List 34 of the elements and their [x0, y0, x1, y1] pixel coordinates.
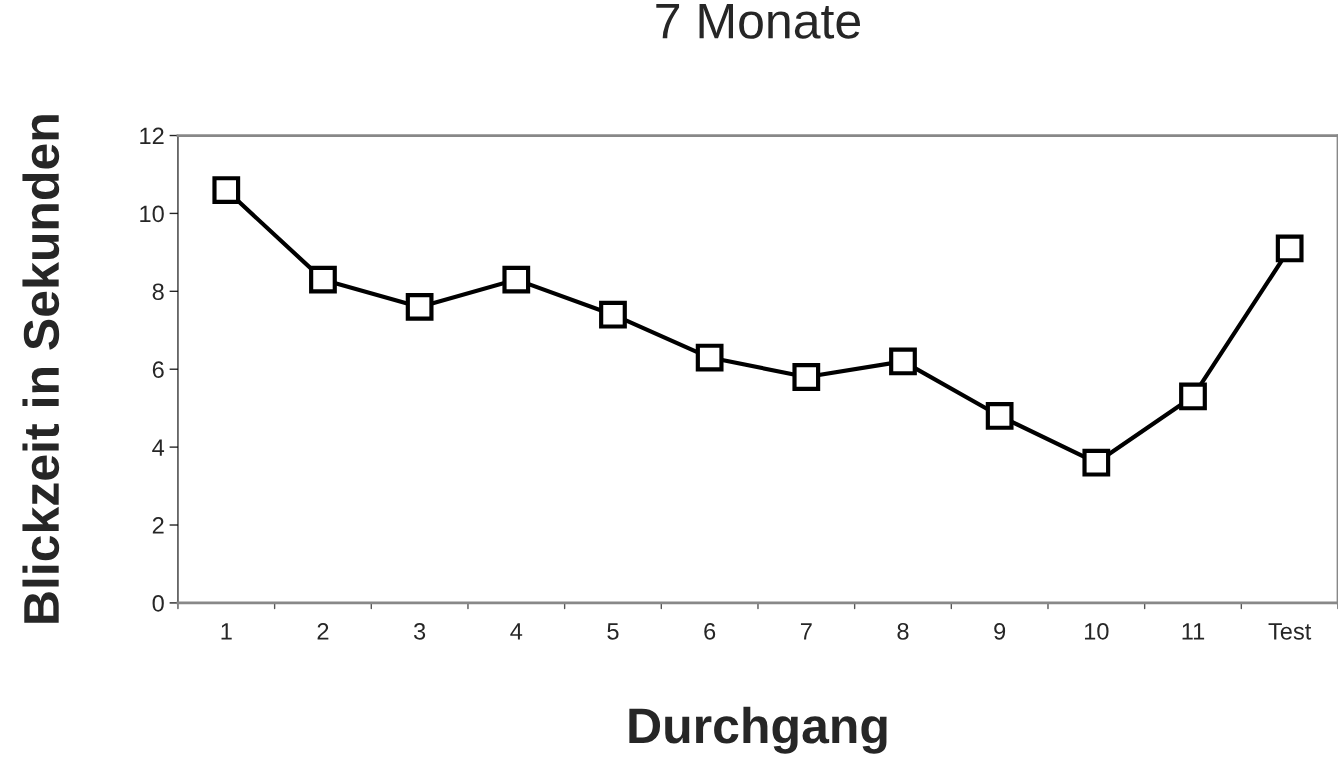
y-tick-label: 8 — [152, 283, 164, 301]
point — [1082, 448, 1111, 477]
y-tick-label: 6 — [152, 361, 164, 378]
x-tick-label: 3 — [413, 622, 426, 640]
point — [985, 402, 1014, 430]
point — [599, 300, 627, 329]
point — [502, 265, 531, 294]
x-tick-label: 6 — [704, 622, 716, 640]
x-tick-label: 9 — [994, 622, 1006, 640]
y-axis-title: Blickzeit in Sekunden — [22, 115, 60, 623]
y-tick-label: 12 — [140, 127, 164, 145]
point — [1179, 382, 1207, 411]
y-tick-label: 4 — [152, 439, 165, 456]
x-tick-label: 10 — [1084, 622, 1109, 640]
x-tick-label: 5 — [607, 623, 619, 640]
y-tick-label: 10 — [140, 205, 164, 223]
x-axis-title: Durchgang — [629, 706, 887, 754]
x-tick-label: 2 — [317, 622, 329, 640]
point — [405, 293, 434, 321]
point — [212, 176, 241, 204]
point — [309, 265, 337, 294]
chart-title: 7 Monate — [656, 3, 860, 39]
point — [1275, 234, 1304, 263]
point — [792, 363, 821, 391]
point — [695, 343, 724, 372]
y-tick-label: 2 — [152, 517, 164, 534]
x-tick-label: 4 — [510, 623, 523, 640]
x-tick-label: 7 — [800, 623, 812, 640]
x-tick-label: 1 — [221, 623, 232, 640]
y-tick-label: 0 — [152, 594, 164, 612]
point — [889, 347, 917, 376]
x-tick-label: 11 — [1182, 623, 1205, 640]
x-tick-label: 8 — [897, 622, 909, 640]
x-tick-label: Test — [1268, 623, 1312, 640]
